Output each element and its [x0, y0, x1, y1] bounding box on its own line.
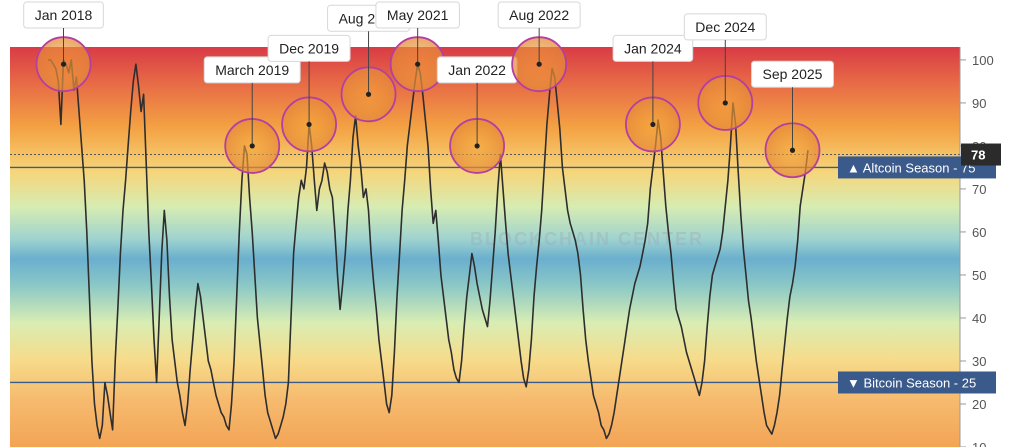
annotation-label: Jan 2018 — [35, 7, 93, 23]
annotation-label: Aug 2022 — [509, 7, 569, 23]
annotation-point — [722, 100, 728, 106]
y-axis: 102030405060708090100 — [960, 53, 994, 447]
annotation-point — [249, 143, 255, 149]
y-tick-label: 40 — [972, 311, 986, 326]
y-tick-label: 70 — [972, 182, 986, 197]
y-tick-label: 10 — [972, 440, 986, 447]
reference-badge-label: ▼ Bitcoin Season - 25 — [847, 375, 976, 390]
y-tick-label: 60 — [972, 225, 986, 240]
annotation-label: Jan 2022 — [448, 62, 506, 78]
y-tick-label: 20 — [972, 397, 986, 412]
reference-badge-label: ▲ Altcoin Season - 75 — [847, 160, 976, 175]
plot-background — [10, 47, 960, 447]
y-tick-label: 90 — [972, 96, 986, 111]
y-tick-label: 100 — [972, 53, 994, 68]
annotation-point — [365, 91, 372, 97]
annotation-point — [789, 147, 796, 153]
y-tick-label: 30 — [972, 354, 986, 369]
annotation-label: March 2019 — [215, 62, 289, 78]
annotation-point — [474, 143, 480, 149]
annotation-label: May 2021 — [387, 7, 449, 23]
reference-badge — [838, 371, 996, 394]
current-value-label: 78 — [971, 148, 985, 163]
annotation-label: Jan 2024 — [624, 40, 682, 56]
annotation-point — [650, 121, 656, 128]
reference-badge — [838, 156, 996, 179]
annotation-point — [306, 121, 312, 128]
annotation-label: Dec 2019 — [279, 40, 339, 56]
reference-badges: ▲ Altcoin Season - 75 ▼ Bitcoin Season - … — [838, 143, 1001, 394]
current-value-badge — [961, 143, 1001, 166]
series-line — [48, 59, 809, 440]
annotation-point — [415, 61, 421, 67]
annotation-label: Sep 2025 — [763, 66, 823, 82]
y-tick-label: 50 — [972, 268, 986, 283]
annotation-point — [536, 61, 542, 67]
annotation-point — [60, 61, 67, 67]
annotation-label: Dec 2024 — [695, 19, 755, 35]
